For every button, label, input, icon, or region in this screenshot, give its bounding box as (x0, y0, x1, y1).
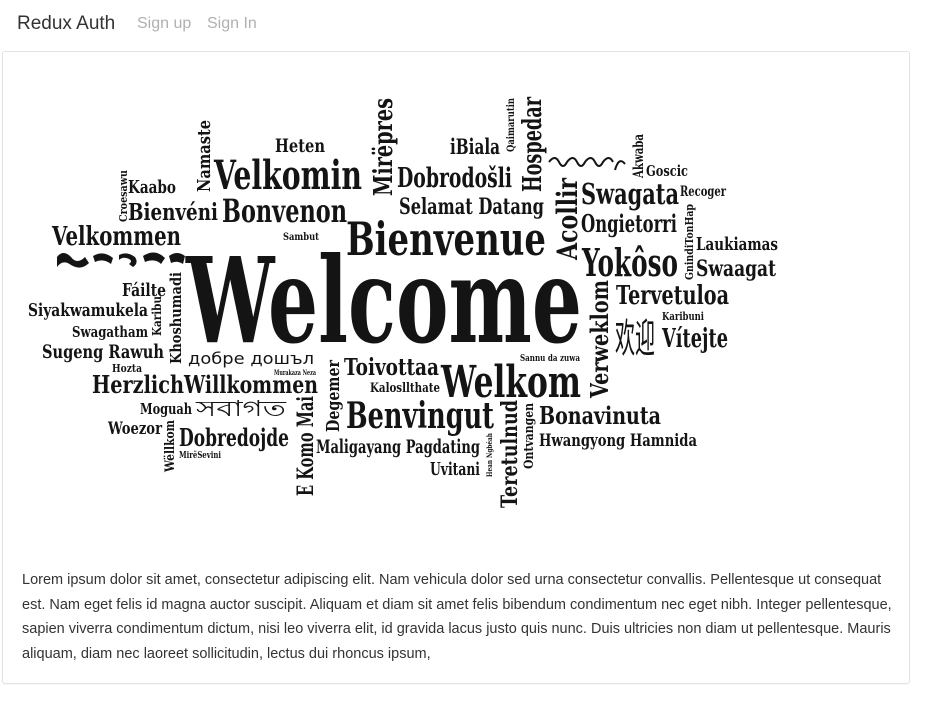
word-cloud-word: Hwangyong Hamnida (539, 431, 697, 451)
word-cloud-word: Siyakwamukela (28, 300, 148, 321)
word-cloud-word: Velkomin (213, 152, 362, 199)
word-cloud-word: Hozta (112, 362, 142, 375)
word-cloud-word: Ongietorri (581, 209, 677, 238)
word-cloud-word: Mirëpres (369, 98, 399, 196)
word-cloud-word: Tervetuloa (616, 281, 729, 311)
sign-in-link[interactable]: Sign In (207, 15, 257, 32)
word-cloud-word: Recoger (680, 184, 726, 200)
sign-up-link[interactable]: Sign up (137, 15, 192, 32)
word-cloud-word: Croesawu (117, 170, 130, 222)
word-cloud-word: Dobredojde (179, 423, 289, 452)
brand-link[interactable]: Redux Auth (17, 13, 116, 34)
word-cloud-word: Maligayang Pagdating (316, 436, 480, 458)
word-cloud-word: Swagata (581, 177, 679, 211)
word-cloud-word: Teretulnud (497, 400, 523, 508)
word-cloud-word: Heten (275, 135, 325, 157)
decorative-script-mark (57, 252, 185, 268)
word-cloud-word: добре дошъл (188, 349, 314, 368)
word-cloud-word: 欢迎 (615, 316, 655, 362)
word-cloud-word: সবাগত (195, 397, 287, 422)
word-cloud-word: Swaagat (696, 256, 777, 282)
word-cloud-word: Swagatham (72, 323, 148, 341)
word-cloud-word: Kaabo (128, 177, 176, 198)
word-cloud-svg: Welcome Bienvenue Welkom Benvingut Velko… (28, 97, 778, 508)
word-cloud-word: Moguah (140, 400, 192, 418)
word-cloud-word: Kalosllthate (370, 381, 440, 396)
word-cloud-word: Bienvenue (346, 212, 546, 266)
welcome-word-cloud-image: Welcome Bienvenue Welkom Benvingut Velko… (3, 52, 909, 532)
word-cloud-word: Sannu da zuwa (520, 354, 580, 364)
word-cloud-word: Herzlich (92, 370, 184, 399)
word-cloud-word: iBiala (450, 134, 500, 159)
word-cloud-word: MirëSevini (179, 450, 221, 461)
word-cloud-word: Khoshumadi (167, 272, 185, 364)
word-cloud-word: Vítejte (661, 324, 728, 354)
word-cloud-word: Welkom (440, 357, 581, 408)
word-cloud-word: Toivottaa (344, 354, 439, 381)
word-cloud-word: Velkommen (51, 222, 181, 252)
word-cloud-word: Wëllkom (163, 420, 178, 473)
word-cloud-word: Fáilte (122, 280, 166, 301)
word-cloud-word: Welcome (185, 231, 582, 370)
word-cloud-word: E Komo Mai (293, 396, 319, 496)
word-cloud-word: Degemer (323, 360, 344, 432)
word-cloud-word: Qaimarutin (506, 97, 517, 152)
word-cloud-word: Verweklom (585, 280, 614, 399)
word-cloud-word: Hean Ngbéah (485, 433, 494, 477)
decorative-script-mark (548, 157, 626, 171)
word-cloud-word: Goscic (646, 162, 688, 180)
word-cloud-word: Bonavinuta (539, 401, 661, 430)
word-cloud-word: Dobrodošli (397, 163, 512, 194)
word-cloud-word: Hospedar (518, 97, 548, 192)
word-cloud-word: Benvingut (346, 395, 494, 437)
word-cloud-word: Murakaza Neza (274, 368, 316, 377)
word-cloud-word: Namaste (194, 120, 215, 192)
word-cloud-word: Selamat Datang (399, 194, 544, 220)
content-panel: Welcome Bienvenue Welkom Benvingut Velko… (2, 51, 910, 684)
word-cloud-word: Uvitani (430, 459, 480, 480)
word-cloud-word: Bienvéni (128, 199, 218, 226)
word-cloud-word: Akwaba (631, 134, 647, 179)
word-cloud-word: Karibuni (662, 310, 704, 323)
word-cloud-word: Sambut (283, 232, 319, 243)
word-cloud-word: Willkommen (183, 370, 318, 399)
word-cloud-word: Woezor (107, 419, 163, 439)
body-paragraph: Lorem ipsum dolor sit amet, consectetur … (22, 572, 892, 662)
word-cloud-word: Laukiamas (696, 234, 778, 255)
word-cloud-word: Sugeng Rawuh (42, 341, 164, 363)
word-cloud-word: Bonvenon (222, 192, 347, 230)
word-cloud-word: Ontvangen (522, 403, 537, 469)
word-cloud-word: GnindiTonHap (683, 204, 696, 280)
navbar: Redux Auth Sign up Sign In (0, 0, 936, 48)
word-cloud-word: Acollir (551, 177, 584, 261)
word-cloud-word: Karibu (150, 296, 164, 336)
word-cloud-word: Yokôso (581, 240, 678, 285)
